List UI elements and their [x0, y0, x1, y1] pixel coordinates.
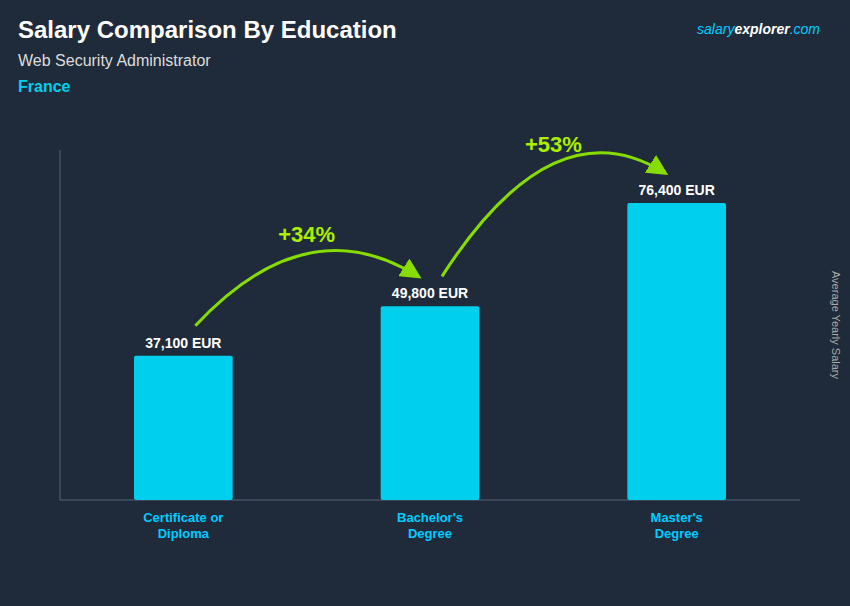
chart-svg: Salary Comparison By Education Web Securi…: [0, 0, 850, 606]
chart-container: Salary Comparison By Education Web Securi…: [0, 0, 850, 606]
bar: [381, 306, 480, 500]
watermark-part: salary: [697, 21, 735, 37]
y-axis-line: [60, 150, 61, 500]
category-label-line: Certificate or: [143, 510, 223, 525]
bar: [134, 356, 233, 500]
country: France: [18, 78, 71, 95]
title: Salary Comparison By Education: [18, 16, 397, 43]
pct-annotation: +53%: [525, 132, 582, 157]
category-label-line: Bachelor's: [397, 510, 463, 525]
subtitle: Web Security Administrator: [18, 52, 211, 69]
category-label: Certificate orDiploma: [143, 510, 223, 541]
growth-arrow: [195, 250, 418, 325]
pct-annotation: +34%: [278, 222, 335, 247]
value-label: 37,100 EUR: [145, 335, 221, 351]
y-axis-label: Average Yearly Salary: [830, 271, 842, 380]
category-label-line: Degree: [655, 526, 699, 541]
category-label-line: Master's: [651, 510, 703, 525]
value-label: 49,800 EUR: [392, 285, 468, 301]
category-label: Bachelor'sDegree: [397, 510, 463, 541]
growth-arrow: [442, 153, 665, 277]
category-label-line: Diploma: [158, 526, 210, 541]
watermark-part: explorer: [734, 21, 791, 37]
bars: [134, 203, 726, 500]
background: [0, 0, 850, 606]
bar: [627, 203, 726, 500]
value-label: 76,400 EUR: [639, 182, 715, 198]
watermark: salaryexplorer.com: [697, 21, 820, 37]
category-label-line: Degree: [408, 526, 452, 541]
watermark-part: .com: [790, 21, 821, 37]
category-label: Master'sDegree: [651, 510, 703, 541]
